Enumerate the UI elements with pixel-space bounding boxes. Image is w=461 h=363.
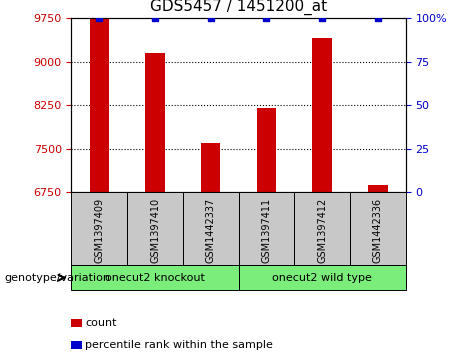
Bar [145,53,165,192]
Text: count: count [85,318,117,328]
Bar [313,38,332,192]
Text: GSM1397412: GSM1397412 [317,198,327,264]
Bar [294,192,350,265]
Bar [257,108,276,192]
Bar [71,192,127,265]
Text: onecut2 wild type: onecut2 wild type [272,273,372,283]
Text: GSM1397410: GSM1397410 [150,198,160,263]
Bar [238,192,294,265]
Bar [71,265,239,290]
Text: GSM1442337: GSM1442337 [206,198,216,264]
Bar [368,185,388,192]
Bar [238,265,406,290]
Bar [127,192,183,265]
Bar [201,143,220,192]
Bar [183,192,238,265]
Text: genotype/variation: genotype/variation [5,273,111,283]
Text: GSM1397409: GSM1397409 [95,198,104,263]
Text: percentile rank within the sample: percentile rank within the sample [85,340,273,350]
Text: GSM1442336: GSM1442336 [373,198,383,263]
Bar [350,192,406,265]
Text: GSM1397411: GSM1397411 [261,198,272,263]
Bar [89,18,109,192]
Text: onecut2 knockout: onecut2 knockout [105,273,205,283]
Title: GDS5457 / 1451200_at: GDS5457 / 1451200_at [150,0,327,15]
